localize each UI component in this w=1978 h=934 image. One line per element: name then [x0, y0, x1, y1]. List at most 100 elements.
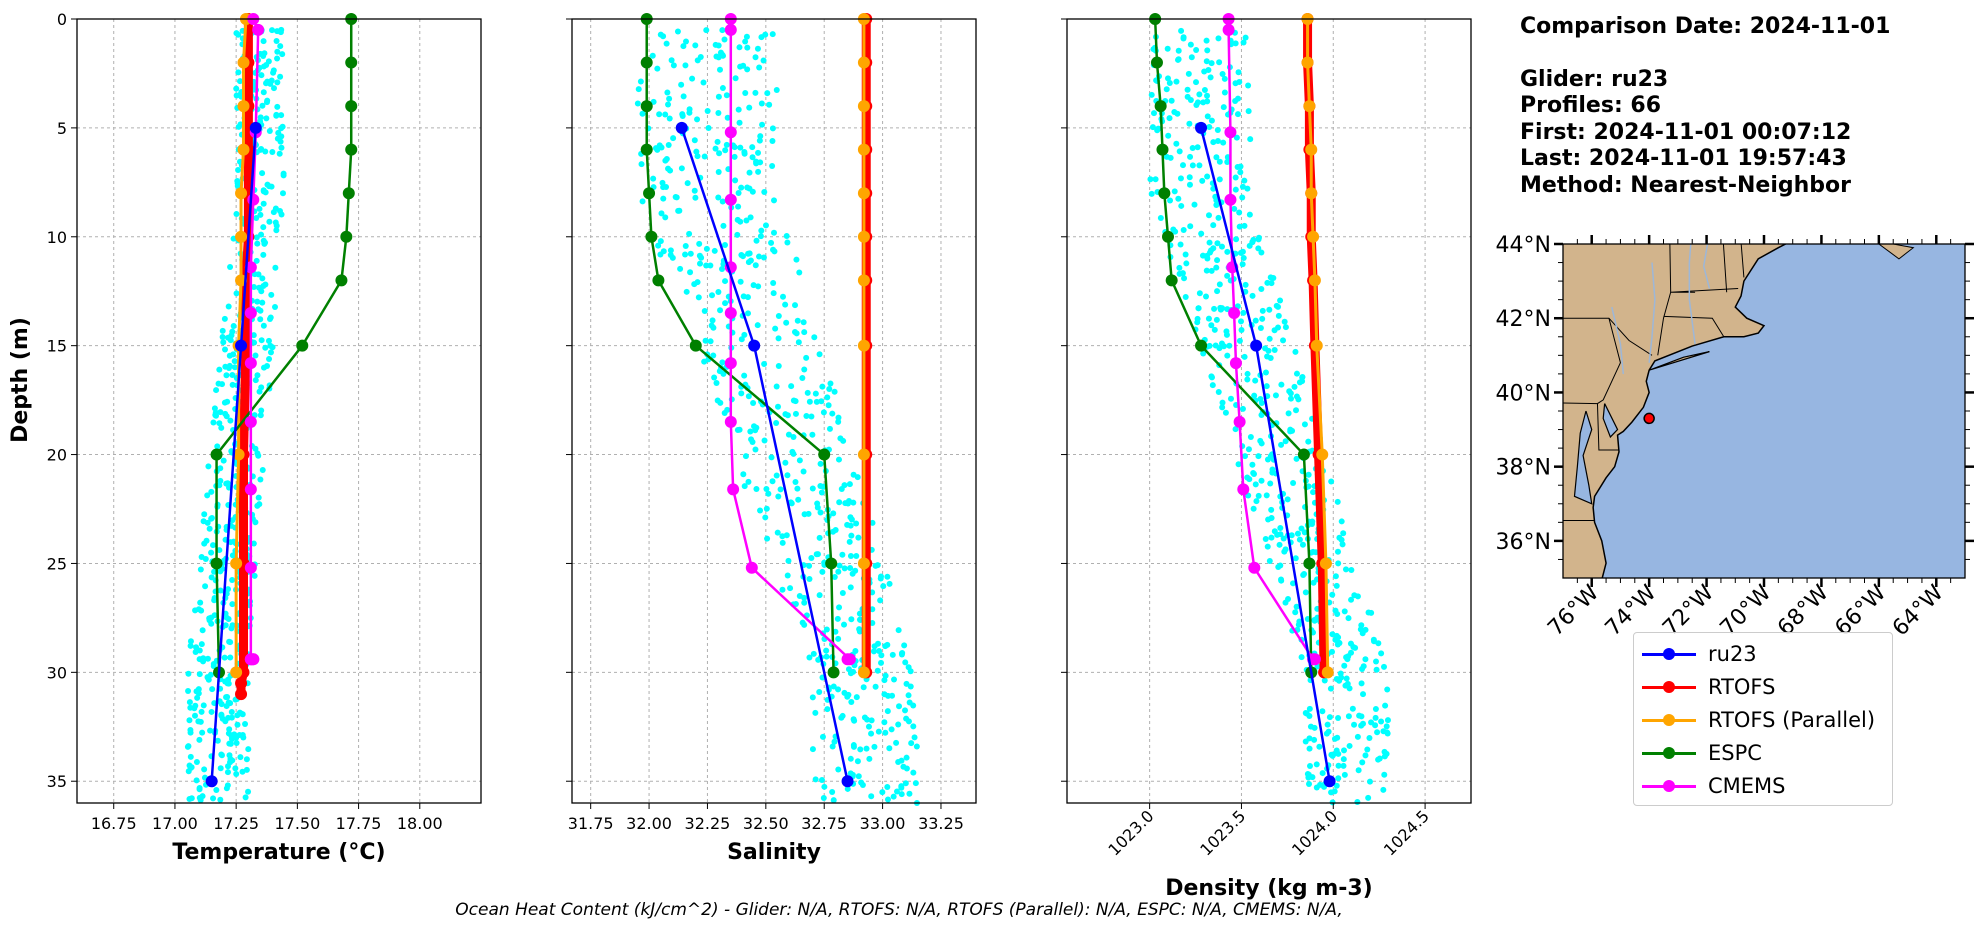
- scatter-point: [1368, 609, 1375, 616]
- scatter-point: [757, 507, 764, 514]
- y-tick-label: 15: [47, 337, 67, 356]
- scatter-point: [707, 338, 714, 345]
- scatter-point: [1244, 376, 1251, 383]
- scatter-point: [1205, 315, 1212, 322]
- scatter-point: [787, 499, 794, 506]
- scatter-point: [1239, 405, 1246, 412]
- scatter-point: [1252, 481, 1259, 488]
- scatter-point: [737, 278, 744, 285]
- series-marker: [724, 415, 737, 428]
- scatter-point: [835, 414, 842, 421]
- scatter-point: [1301, 421, 1308, 428]
- x-tick-label: 17.50: [274, 814, 320, 833]
- scatter-point: [670, 135, 677, 142]
- scatter-point: [1255, 492, 1262, 499]
- scatter-point: [872, 562, 879, 569]
- scatter-point: [1310, 548, 1317, 555]
- scatter-point: [846, 538, 853, 545]
- scatter-point: [903, 765, 910, 772]
- scatter-point: [269, 148, 276, 155]
- scatter-point: [846, 481, 853, 488]
- scatter-point: [1227, 395, 1234, 402]
- scatter-point: [277, 43, 284, 50]
- scatter-point: [868, 730, 875, 737]
- scatter-point: [1204, 47, 1211, 54]
- series-marker: [244, 483, 257, 496]
- glider-scatter: [634, 27, 920, 806]
- scatter-point: [272, 264, 279, 271]
- scatter-point: [841, 482, 848, 489]
- scatter-point: [1287, 395, 1294, 402]
- scatter-point: [1341, 608, 1348, 615]
- scatter-point: [850, 743, 857, 750]
- scatter-point: [806, 398, 813, 405]
- scatter-point: [206, 525, 213, 532]
- scatter-point: [231, 364, 238, 371]
- scatter-point: [674, 28, 681, 35]
- legend-entry-espc: ESPC: [1642, 736, 1884, 769]
- scatter-point: [745, 310, 752, 317]
- scatter-point: [252, 352, 259, 359]
- scatter-point: [711, 374, 718, 381]
- scatter-point: [913, 743, 920, 750]
- scatter-point: [1247, 433, 1254, 440]
- series-line: [1227, 19, 1315, 661]
- scatter-point: [694, 116, 701, 123]
- scatter-point: [1324, 721, 1331, 728]
- scatter-point: [715, 93, 722, 100]
- series-marker: [689, 339, 702, 352]
- scatter-point: [1166, 115, 1173, 122]
- series-marker: [1319, 557, 1332, 570]
- x-tick-label: 17.00: [152, 814, 198, 833]
- glider-location-marker: [1643, 412, 1655, 425]
- legend: ru23 RTOFS RTOFS (Parallel) ESPC CMEMS: [1633, 632, 1893, 806]
- scatter-point: [274, 79, 281, 86]
- scatter-point: [700, 79, 707, 86]
- scatter-point: [719, 85, 726, 92]
- scatter-point: [1255, 245, 1262, 252]
- scatter-point: [760, 254, 767, 261]
- scatter-point: [756, 137, 763, 144]
- scatter-point: [1268, 506, 1275, 513]
- series-marker: [1303, 557, 1316, 570]
- scatter-point: [839, 589, 846, 596]
- scatter-point: [214, 443, 221, 450]
- scatter-point: [227, 740, 234, 747]
- scatter-point: [277, 138, 284, 145]
- scatter-point: [673, 194, 680, 201]
- scatter-point: [1380, 786, 1387, 793]
- scatter-point: [784, 472, 791, 479]
- scatter-point: [890, 793, 897, 800]
- scatter-point: [784, 412, 791, 419]
- scatter-point: [250, 332, 257, 339]
- scatter-point: [1193, 47, 1200, 54]
- scatter-point: [741, 331, 748, 338]
- scatter-point: [250, 284, 257, 291]
- scatter-point: [1365, 794, 1372, 801]
- scatter-point: [250, 540, 257, 547]
- x-tick-label: 33.00: [860, 814, 906, 833]
- scatter-point: [783, 532, 790, 539]
- legend-swatch: [1642, 743, 1696, 763]
- comparison-info: Comparison Date: 2024-11-01 Glider: ru23 P…: [1520, 14, 1890, 199]
- scatter-point: [1335, 775, 1342, 782]
- series-marker: [244, 261, 257, 274]
- scatter-point: [1262, 535, 1269, 542]
- scatter-point: [208, 549, 215, 556]
- scatter-point: [724, 406, 731, 413]
- scatter-point: [1204, 92, 1211, 99]
- scatter-point: [1334, 610, 1341, 617]
- scatter-point: [792, 410, 799, 417]
- land: [1563, 244, 1788, 578]
- scatter-point: [1245, 82, 1252, 89]
- scatter-point: [1285, 410, 1292, 417]
- nova-scotia: [1878, 244, 1915, 260]
- scatter-point: [199, 627, 206, 634]
- scatter-point: [1148, 190, 1155, 197]
- scatter-point: [1373, 658, 1380, 665]
- scatter-point: [874, 667, 881, 674]
- scatter-point: [847, 755, 854, 762]
- scatter-point: [692, 194, 699, 201]
- scatter-point: [764, 535, 771, 542]
- scatter-point: [872, 683, 879, 690]
